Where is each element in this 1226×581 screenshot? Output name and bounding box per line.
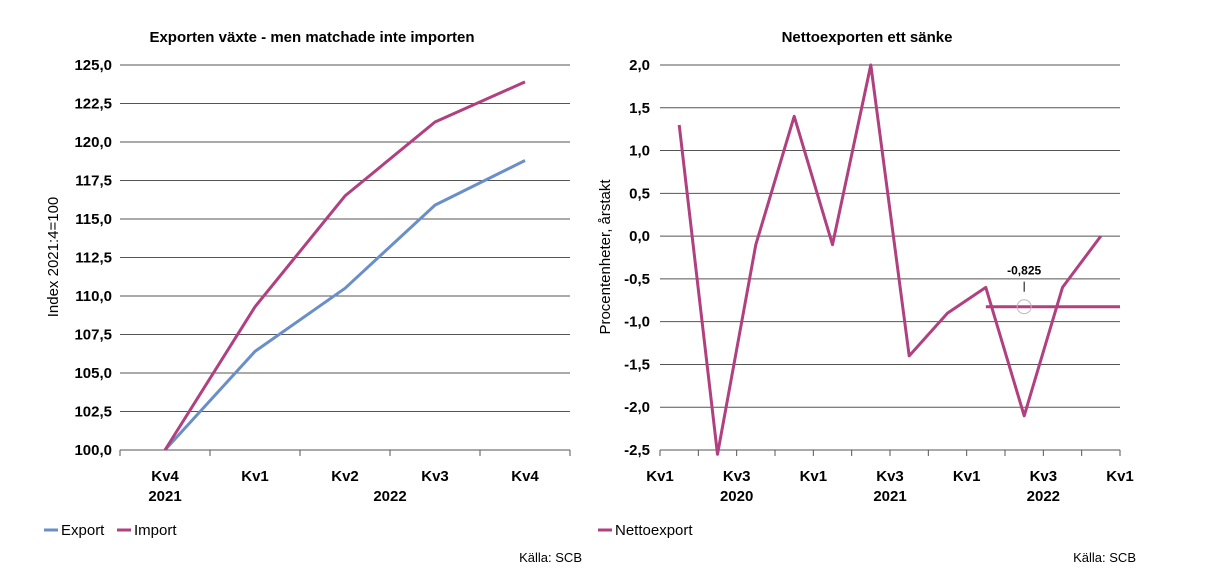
left-y-tick-label: 107,5 — [74, 327, 112, 344]
left-y-tick-label: 122,5 — [74, 96, 112, 113]
right-legend: Nettoexport — [598, 522, 693, 539]
right-y-tick-label: -0,5 — [624, 271, 650, 288]
left-x-tick-label: Kv3 — [421, 468, 449, 485]
left-y-tick-label: 120,0 — [74, 134, 112, 151]
right-x-tick-label: Kv1 — [1106, 468, 1134, 485]
left-y-tick-label: 110,0 — [75, 288, 112, 305]
left-year-label: 2021 — [148, 488, 181, 505]
right-x-tick-label: Kv1 — [953, 468, 981, 485]
right-source-text: Källa: SCB — [1073, 550, 1136, 565]
right-y-tick-label: 1,0 — [629, 143, 650, 160]
right-y-tick-label: 0,0 — [629, 228, 650, 245]
left-x-tick-label: Kv2 — [331, 468, 359, 485]
left-y-tick-label: 105,0 — [74, 365, 112, 382]
average-label: -0,825 — [1007, 264, 1041, 278]
left-year-label: 2022 — [373, 488, 406, 505]
left-x-tick-label: Kv4 — [151, 468, 179, 485]
left-chart: Exporten växte - men matchade inte impor… — [44, 29, 582, 565]
right-x-tick-label: Kv3 — [1030, 468, 1058, 485]
right-year-label: 2022 — [1027, 488, 1060, 505]
left-y-axis-label: Index 2021:4=100 — [45, 197, 62, 318]
legend-label-nettoexport: Nettoexport — [615, 522, 693, 539]
series-line-import — [163, 80, 526, 451]
legend-label-import: Import — [134, 522, 177, 539]
right-x-tick-label: Kv1 — [800, 468, 828, 485]
series-line-nettoexport — [677, 63, 1103, 456]
left-y-tick-label: 115,0 — [75, 211, 112, 228]
left-y-tick-label: 112,5 — [75, 250, 112, 267]
left-x-tick-label: Kv1 — [241, 468, 269, 485]
right-chart-title: Nettoexporten ett sänke — [782, 29, 953, 46]
left-y-tick-label: 102,5 — [74, 404, 112, 421]
left-x-tick-label: Kv4 — [511, 468, 539, 485]
right-x-tick-label: Kv3 — [723, 468, 751, 485]
right-y-tick-label: 2,0 — [629, 57, 650, 74]
right-y-tick-label: 0,5 — [629, 185, 650, 202]
left-source-text: Källa: SCB — [519, 550, 582, 565]
right-x-tick-label: Kv1 — [646, 468, 674, 485]
right-y-tick-label: -2,5 — [624, 442, 650, 459]
right-y-axis-label: Procentenheter, årstakt — [597, 179, 614, 335]
right-y-tick-label: -2,0 — [624, 399, 650, 416]
right-x-tick-label: Kv3 — [876, 468, 904, 485]
left-legend: Export Import — [44, 522, 177, 539]
left-chart-title: Exporten växte - men matchade inte impor… — [149, 29, 474, 46]
right-y-tick-label: 1,5 — [629, 100, 650, 117]
right-year-label: 2021 — [873, 488, 906, 505]
left-y-tick-label: 117,5 — [75, 173, 112, 190]
left-y-tick-label: 125,0 — [74, 57, 112, 74]
legend-label-export: Export — [61, 522, 105, 539]
right-chart: Nettoexporten ett sänke -2,5 -2,0 -1,5 -1,0… — [597, 29, 1136, 565]
right-year-label: 2020 — [720, 488, 753, 505]
series-line-export — [163, 159, 526, 452]
left-y-tick-label: 100,0 — [74, 442, 112, 459]
right-y-tick-label: -1,0 — [624, 314, 650, 331]
right-y-tick-label: -1,5 — [624, 356, 650, 373]
average-marker — [1016, 299, 1032, 315]
